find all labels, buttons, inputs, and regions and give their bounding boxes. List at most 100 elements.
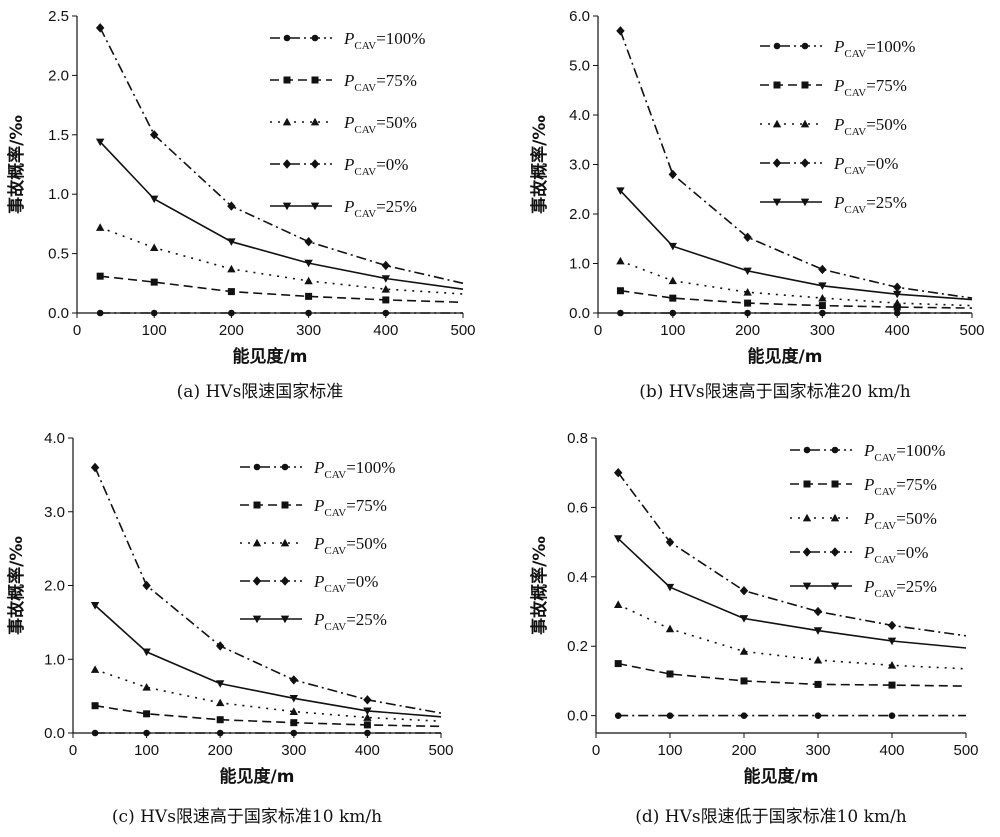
- legend-marker: [310, 202, 320, 211]
- series-triangle-down: [616, 187, 973, 301]
- data-point: [740, 712, 748, 719]
- x-tick-label: 400: [885, 322, 910, 339]
- data-point: [289, 675, 298, 685]
- data-point: [744, 309, 751, 317]
- legend-entry: PCAV=75%: [240, 496, 387, 519]
- x-tick-label: 0: [73, 322, 81, 339]
- legend-label-sub: CAV: [874, 486, 896, 498]
- data-point: [814, 680, 822, 688]
- legend-label: PCAV=50%: [343, 113, 417, 136]
- legend-entry: PCAV=100%: [240, 458, 395, 481]
- legend-label-main: P: [833, 115, 844, 134]
- data-point: [666, 712, 674, 719]
- data-point: [614, 535, 623, 543]
- data-point: [740, 677, 748, 685]
- x-tick-label: 500: [959, 322, 984, 339]
- x-tick-label: 200: [731, 742, 756, 759]
- legend-entry: PCAV=25%: [790, 577, 937, 600]
- legend-label-rest: =75%: [896, 475, 937, 494]
- data-point: [739, 586, 749, 596]
- legend-marker: [283, 76, 291, 84]
- legend-entry: PCAV=0%: [270, 155, 408, 178]
- legend-entry: PCAV=25%: [270, 197, 417, 220]
- legend-label: PCAV=25%: [863, 577, 937, 600]
- x-tick-label: 300: [296, 322, 321, 339]
- legend-label-main: P: [313, 610, 324, 629]
- series-square: [96, 272, 464, 304]
- legend-label-main: P: [833, 76, 844, 95]
- legend-label-sub: CAV: [354, 124, 376, 136]
- data-point: [289, 694, 298, 703]
- x-tick-label: 400: [355, 742, 380, 759]
- data-point: [616, 287, 624, 295]
- series-line: [620, 289, 973, 309]
- legend-marker: [310, 117, 320, 126]
- legend-marker: [282, 159, 292, 169]
- data-point: [887, 661, 897, 669]
- legend-marker: [772, 198, 782, 207]
- chart-panel-d: 0 100 200 300 400 500 0.0 0.2 0.4 0.6 0.8 能见度/m 事故概率…: [529, 430, 979, 827]
- data-point: [668, 242, 677, 251]
- legend-label: PCAV=75%: [343, 71, 417, 94]
- legend-label-sub: CAV: [844, 126, 866, 138]
- legend-marker: [311, 76, 319, 84]
- legend-marker: [802, 582, 812, 591]
- data-point: [893, 290, 902, 299]
- legend-label-main: P: [343, 29, 354, 48]
- data-point: [739, 647, 749, 655]
- data-point: [91, 729, 99, 737]
- y-tick-label: 2.5: [48, 8, 69, 25]
- data-point: [381, 275, 390, 283]
- legend-marker: [281, 501, 289, 509]
- legend-marker: [772, 119, 782, 128]
- series-line: [99, 27, 464, 285]
- data-point: [887, 637, 897, 646]
- legend-label-sub: CAV: [874, 520, 896, 532]
- data-point: [363, 695, 372, 705]
- legend-label-sub: CAV: [324, 507, 346, 519]
- y-tick-label: 0.6: [567, 499, 588, 516]
- legend-label-rest: =0%: [866, 154, 898, 173]
- series-triangle-down: [95, 138, 464, 290]
- data-point: [143, 729, 150, 737]
- legend-label-sub: CAV: [324, 583, 346, 595]
- series-line: [100, 275, 464, 304]
- data-point: [96, 272, 104, 280]
- series-line: [94, 467, 442, 714]
- y-tick-label: 0.8: [567, 430, 588, 447]
- series-triangle: [90, 665, 442, 722]
- x-tick-label: 0: [592, 742, 600, 759]
- x-tick-label: 100: [660, 322, 685, 339]
- legend-label-rest: =100%: [866, 37, 915, 56]
- legend-entry: PCAV=75%: [760, 76, 907, 99]
- legend-label-rest: =75%: [866, 76, 907, 95]
- data-point: [616, 256, 625, 265]
- legend-label-main: P: [833, 193, 844, 212]
- legend-label-rest: =25%: [346, 610, 387, 629]
- legend-marker: [281, 463, 289, 471]
- legend-label-main: P: [863, 577, 874, 596]
- x-tick-label: 100: [134, 742, 159, 759]
- legend-marker: [800, 158, 810, 168]
- data-point: [814, 712, 822, 719]
- legend-label-sub: CAV: [324, 545, 346, 557]
- legend-label-rest: =0%: [376, 155, 408, 174]
- data-point: [666, 670, 674, 678]
- data-point: [813, 655, 823, 664]
- legend-label-rest: =100%: [346, 458, 395, 477]
- data-point: [739, 615, 749, 623]
- legend-label-rest: =50%: [346, 534, 387, 553]
- legend-label: PCAV=25%: [343, 197, 417, 220]
- panel-caption: (c) HVs限速高于国家标准10 km/h: [112, 807, 382, 827]
- series-line: [617, 603, 967, 670]
- legend-label-main: P: [343, 197, 354, 216]
- y-tick-label: 1.0: [44, 651, 65, 668]
- legend-label-rest: =75%: [346, 496, 387, 515]
- series-line: [617, 538, 967, 649]
- data-point: [227, 201, 236, 211]
- x-tick-label: 500: [953, 742, 978, 759]
- legend-entry: PCAV=50%: [760, 115, 907, 138]
- legend-marker: [803, 446, 811, 454]
- data-point: [142, 580, 151, 591]
